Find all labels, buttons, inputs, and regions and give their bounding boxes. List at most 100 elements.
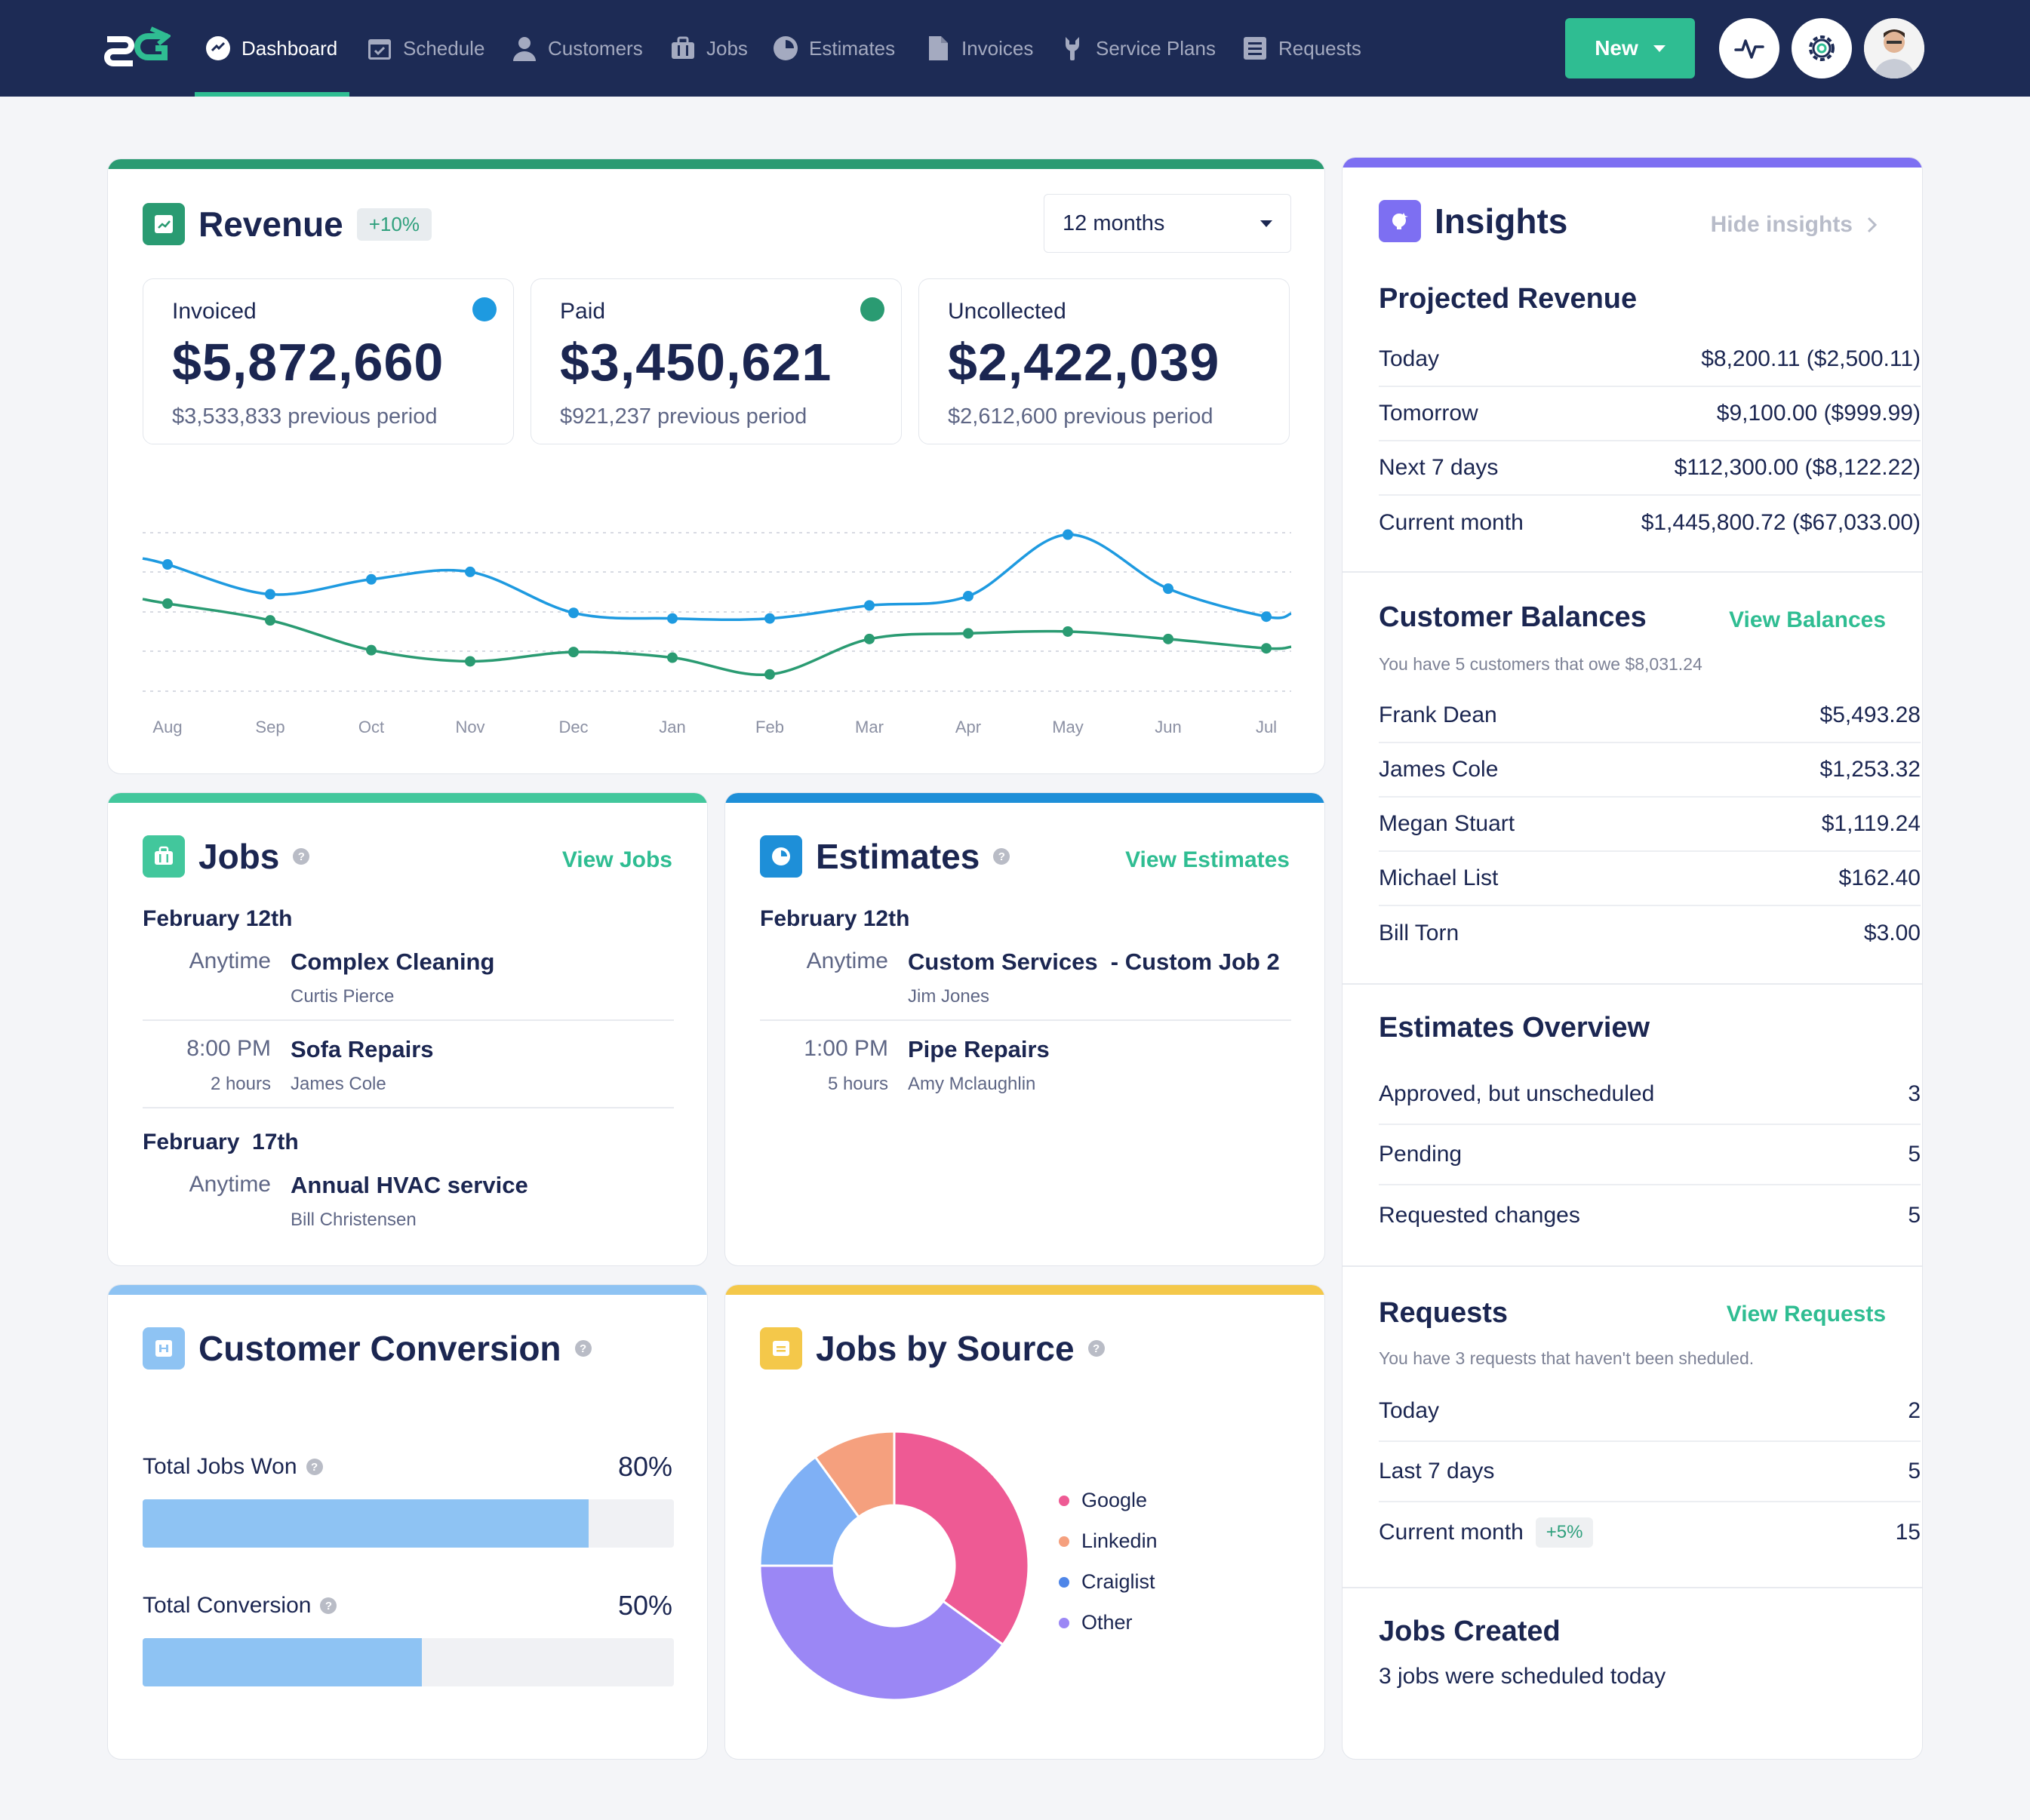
row-value: 2	[1908, 1398, 1921, 1423]
user-icon	[513, 37, 536, 61]
new-button[interactable]: New	[1565, 18, 1695, 78]
data-point[interactable]	[1163, 633, 1173, 644]
data-point[interactable]	[963, 591, 973, 602]
estimate-title: Pipe Repairs	[908, 1036, 1050, 1062]
view-requests-link[interactable]: View Requests	[1726, 1302, 1886, 1327]
jobs-card: Jobs ? View Jobs February 12th Anytime C…	[107, 792, 708, 1266]
view-balances-link[interactable]: View Balances	[1729, 607, 1886, 632]
nav-requests[interactable]: Requests	[1242, 0, 1361, 97]
balance-row[interactable]: Michael List $162.40	[1379, 852, 1921, 906]
data-point[interactable]	[963, 628, 973, 639]
jobs-source-title: Jobs by Source	[816, 1329, 1075, 1368]
row-label: Tomorrow	[1379, 401, 1478, 426]
job-time: Anytime	[189, 948, 271, 973]
progress-value: 80%	[617, 1451, 672, 1482]
data-point[interactable]	[1261, 643, 1272, 654]
nav-label: Estimates	[809, 36, 896, 60]
requests-row: Last 7 days 5	[1379, 1442, 1921, 1502]
x-tick-label: Jan	[659, 718, 686, 736]
data-point[interactable]	[162, 598, 173, 609]
help-icon[interactable]: ?	[1087, 1340, 1105, 1357]
customer-balances-title: Customer Balances	[1379, 601, 1647, 633]
help-icon[interactable]: ?	[574, 1340, 592, 1357]
data-point[interactable]	[764, 669, 775, 680]
data-point[interactable]	[667, 652, 678, 663]
nav-label: Requests	[1278, 36, 1361, 60]
help-icon[interactable]: ?	[293, 848, 310, 865]
growth-badge: +5%	[1535, 1517, 1594, 1548]
document-icon	[929, 36, 948, 60]
progress-bar	[143, 1638, 674, 1686]
stat-label: Invoiced	[172, 299, 257, 324]
help-icon[interactable]: ?	[993, 848, 1010, 865]
data-point[interactable]	[568, 647, 579, 658]
nav-jobs[interactable]: Jobs	[670, 0, 748, 97]
settings-button[interactable]	[1792, 18, 1852, 78]
pie-slice-linkedin[interactable]	[814, 1430, 896, 1519]
insights-accent-bar	[1343, 158, 1922, 168]
caret-down-icon	[1260, 220, 1272, 227]
data-point[interactable]	[667, 613, 678, 624]
series-color-dot	[860, 297, 884, 321]
balance-row[interactable]: Bill Torn $3.00	[1379, 906, 1921, 961]
data-point[interactable]	[568, 607, 579, 619]
jobs-created-text: 3 jobs were scheduled today	[1379, 1664, 1666, 1689]
data-point[interactable]	[465, 656, 475, 667]
data-point[interactable]	[864, 600, 875, 611]
group-date: February 17th	[143, 1130, 299, 1154]
view-estimates-link[interactable]: View Estimates	[1125, 847, 1290, 872]
nav-dashboard[interactable]: Dashboard	[194, 0, 350, 97]
row-value: 15	[1895, 1520, 1921, 1545]
help-icon[interactable]: ?	[306, 1459, 323, 1475]
series-line	[142, 598, 1292, 677]
data-point[interactable]	[265, 589, 275, 600]
nav-service-plans[interactable]: Service Plans	[1060, 0, 1216, 97]
nav-estimates[interactable]: Estimates	[773, 0, 895, 97]
balance-row[interactable]: James Cole $1,253.32	[1379, 743, 1921, 798]
progress-fill	[143, 1499, 589, 1548]
stat-value: $3,450,621	[560, 333, 832, 392]
estimate-title: Custom Services - Custom Job 2	[908, 948, 1280, 975]
pie-slice-google[interactable]	[893, 1430, 1030, 1646]
x-tick-label: Oct	[358, 718, 385, 736]
balance-row[interactable]: Frank Dean $5,493.28	[1379, 689, 1921, 743]
requests-title: Requests	[1379, 1297, 1509, 1329]
data-point[interactable]	[366, 573, 377, 585]
conversion-card: Customer Conversion ? Total Jobs Won ? 8…	[107, 1284, 708, 1760]
jobs-created-title: Jobs Created	[1379, 1616, 1561, 1647]
projected-row: Next 7 days $112,300.00 ($8,122.22)	[1379, 441, 1921, 496]
row-value: 5	[1908, 1459, 1921, 1483]
legend-item: Craiglist	[1059, 1570, 1155, 1594]
activity-button[interactable]	[1719, 18, 1779, 78]
data-point[interactable]	[366, 644, 377, 656]
projected-revenue-title: Projected Revenue	[1379, 283, 1638, 315]
pie-slice-other[interactable]	[758, 1564, 1005, 1702]
data-point[interactable]	[465, 566, 475, 577]
data-point[interactable]	[864, 633, 875, 644]
estimate-time: Anytime	[806, 948, 888, 973]
stat-previous: $3,533,833 previous period	[172, 404, 438, 429]
data-point[interactable]	[1063, 529, 1073, 540]
data-point[interactable]	[162, 559, 173, 570]
data-point[interactable]	[1261, 611, 1272, 623]
balance-row[interactable]: Megan Stuart $1,119.24	[1379, 798, 1921, 852]
nav-customers[interactable]: Customers	[512, 0, 643, 97]
help-icon[interactable]: ?	[320, 1597, 337, 1614]
caret-down-icon	[1653, 45, 1666, 52]
legend-label: Google	[1081, 1489, 1148, 1511]
job-time: 8:00 PM	[186, 1036, 271, 1061]
row-label: Approved, but unscheduled	[1379, 1081, 1655, 1106]
data-point[interactable]	[1063, 626, 1073, 637]
avatar[interactable]	[1864, 18, 1924, 78]
data-point[interactable]	[1163, 583, 1173, 595]
data-point[interactable]	[265, 615, 275, 626]
nav-invoices[interactable]: Invoices	[925, 0, 1033, 97]
insights-header: Insights	[1379, 200, 1567, 242]
logo[interactable]	[104, 26, 171, 68]
nav-schedule[interactable]: Schedule	[367, 0, 484, 97]
hide-insights-button[interactable]: Hide insights	[1711, 212, 1878, 238]
period-select-value: 12 months	[1063, 211, 1165, 235]
period-select[interactable]: 12 months	[1044, 194, 1291, 253]
data-point[interactable]	[764, 613, 775, 624]
view-jobs-link[interactable]: View Jobs	[561, 847, 672, 872]
